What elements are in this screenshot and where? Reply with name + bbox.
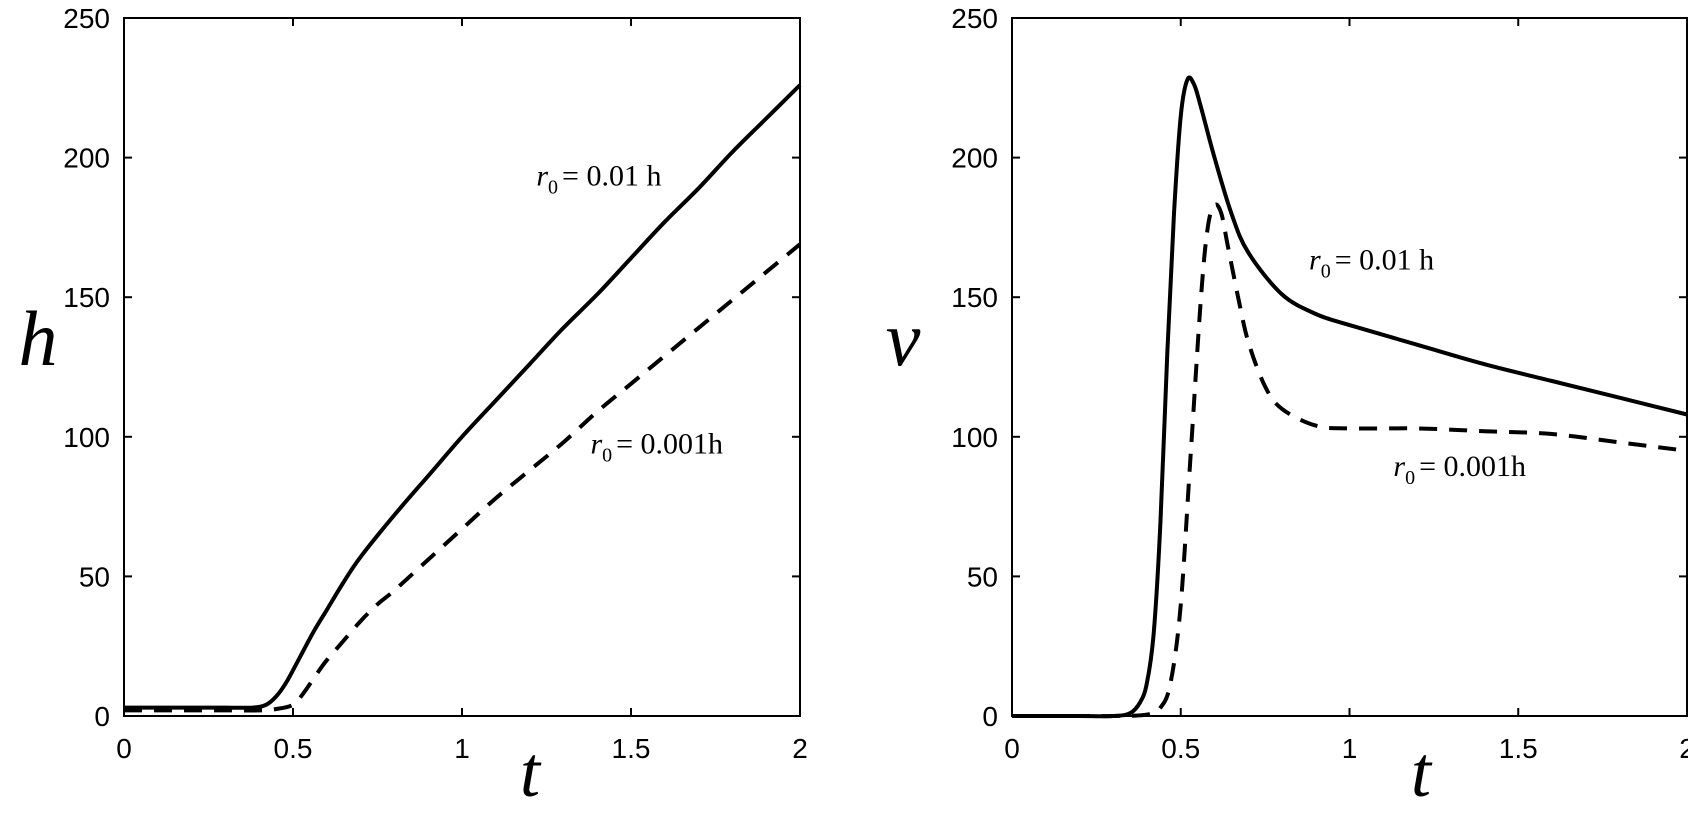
x-tick-label: 0.5 [274, 733, 313, 764]
y-tick-label: 200 [951, 143, 998, 174]
y-axis-label: v [886, 295, 921, 382]
x-tick-label: 0.5 [1161, 733, 1200, 764]
axes-box [123, 17, 801, 717]
annotation-subscript: 0 [602, 445, 612, 467]
x-axis-label: t [520, 732, 542, 812]
y-tick-label: 50 [79, 561, 110, 592]
series-line-solid [123, 83, 802, 710]
annotation-subscript: 0 [1405, 467, 1415, 489]
annotation-label: r0 = 0.001h [1393, 450, 1526, 489]
axes-box [1011, 17, 1688, 717]
y-axis-label: h [19, 295, 58, 382]
x-tick-label: 2 [1679, 733, 1688, 764]
y-tick-label: 150 [63, 282, 110, 313]
annotation-var: r [590, 428, 602, 461]
y-tick-label: 150 [951, 282, 998, 313]
y-tick-label: 200 [63, 143, 110, 174]
annotation-label: r0 = 0.001h [590, 428, 723, 467]
annotation-label: r0 = 0.01 h [1309, 243, 1434, 282]
x-axis-label: t [1411, 732, 1433, 812]
annotation-subscript: 0 [1321, 260, 1331, 282]
x-tick-label: 0 [1004, 733, 1020, 764]
annotation-text: = 0.001h [616, 428, 723, 461]
annotation-text: = 0.001h [1419, 450, 1526, 483]
annotation-text: = 0.01 h [562, 160, 661, 193]
x-tick-label: 1.5 [612, 733, 651, 764]
x-tick-label: 1 [1342, 733, 1358, 764]
series-line-solid [1012, 75, 1688, 719]
annotation-var: r [536, 160, 548, 193]
annotation-var: r [1393, 450, 1405, 483]
y-tick-label: 100 [951, 422, 998, 453]
x-tick-label: 2 [792, 733, 808, 764]
series-line-dashed [123, 242, 802, 713]
x-tick-label: 1.5 [1499, 733, 1538, 764]
annotation-label: r0 = 0.01 h [536, 160, 661, 199]
annotation-subscript: 0 [548, 177, 558, 199]
y-tick-label: 100 [63, 422, 110, 453]
y-tick-label: 250 [951, 3, 998, 34]
y-tick-label: 250 [63, 3, 110, 34]
y-tick-label: 50 [967, 561, 998, 592]
x-tick-label: 0 [116, 733, 132, 764]
series-line-dashed [1012, 202, 1688, 719]
annotation-var: r [1309, 243, 1321, 276]
annotation-text: = 0.01 h [1335, 243, 1434, 276]
y-tick-label: 0 [94, 701, 110, 732]
x-tick-label: 1 [454, 733, 470, 764]
y-tick-label: 0 [982, 701, 998, 732]
